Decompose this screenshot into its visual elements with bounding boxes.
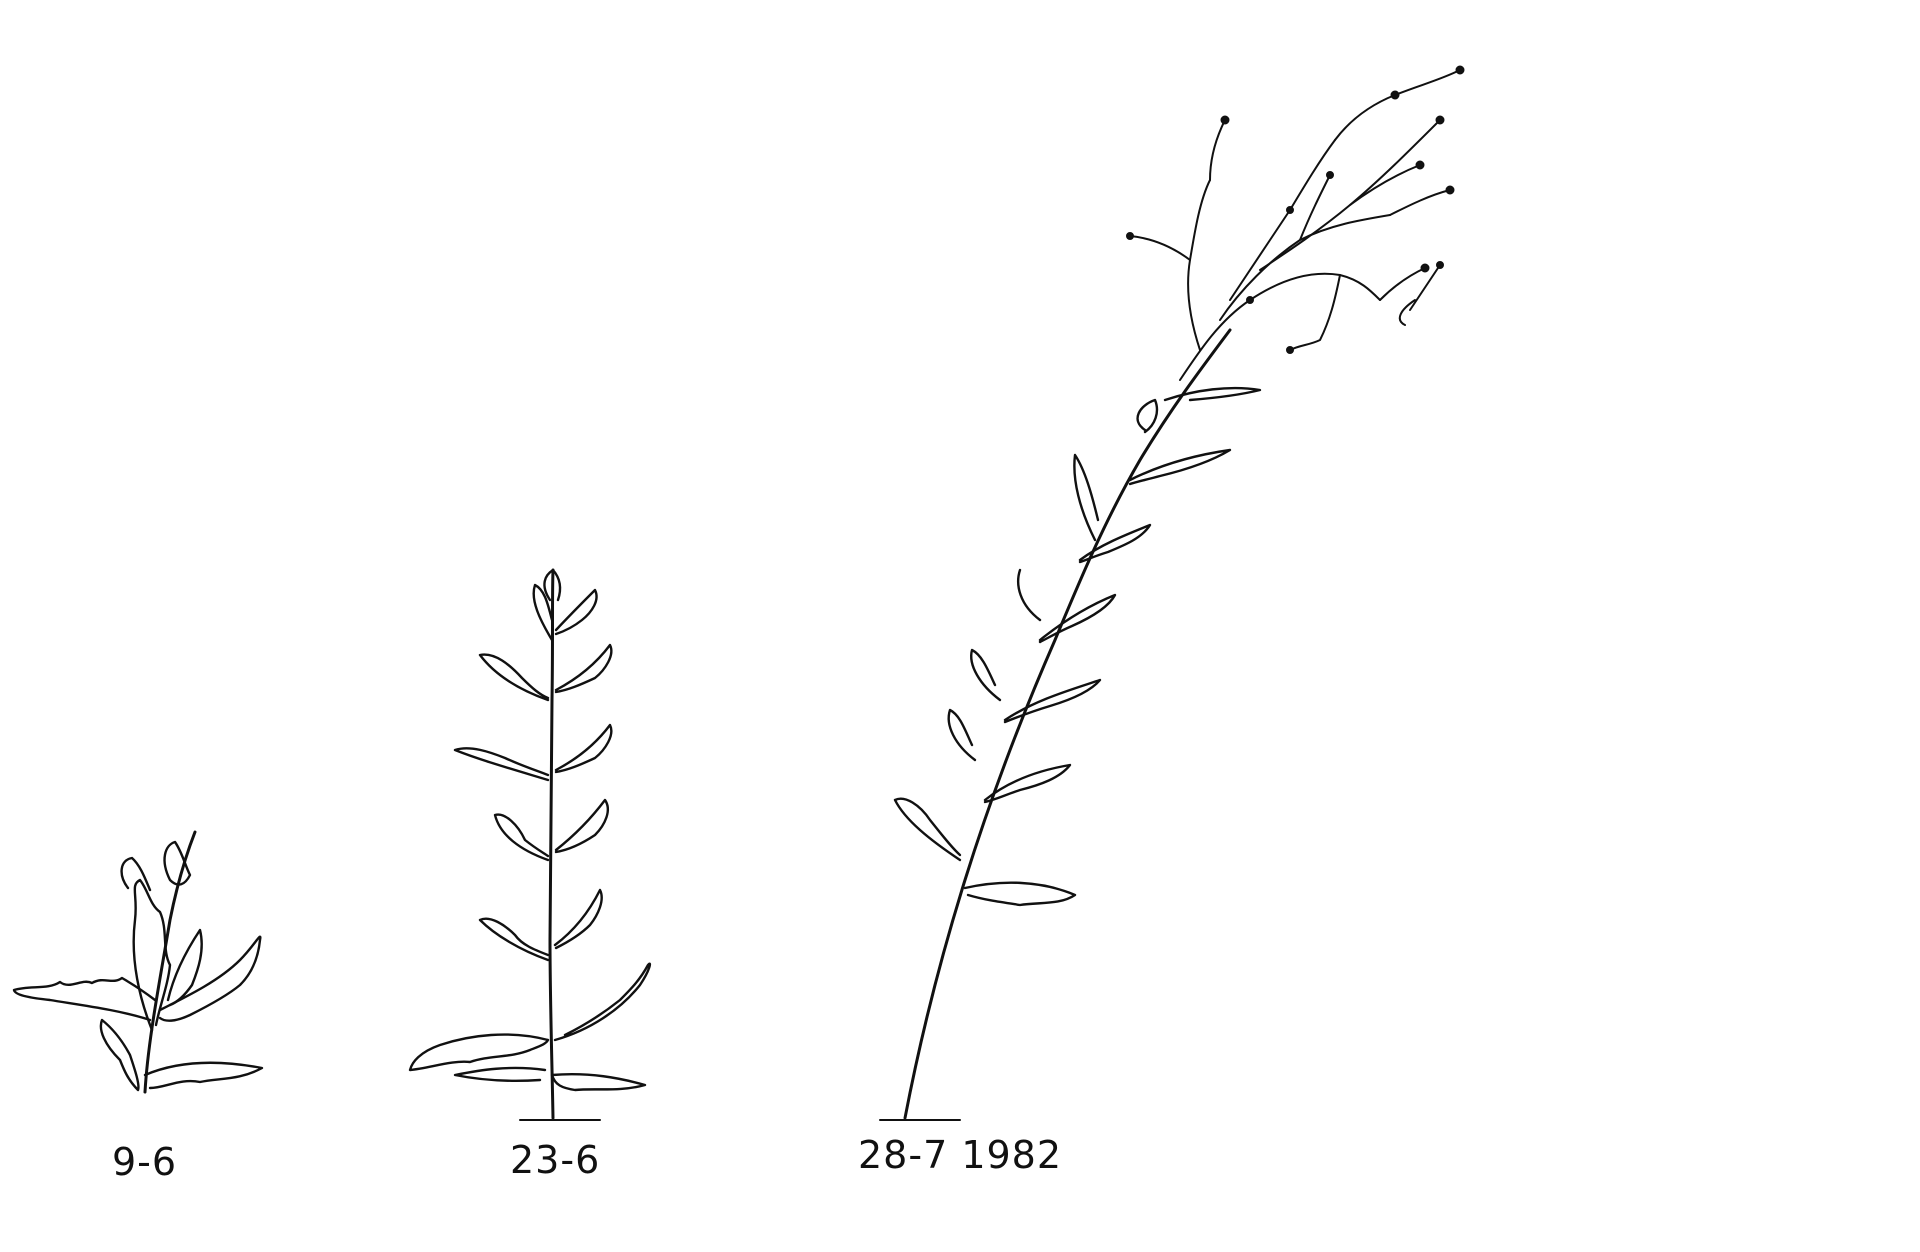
- stage-label-2: 23-6: [510, 1138, 601, 1182]
- stage-label-3: 28-7 1982: [858, 1133, 1063, 1177]
- plant-stage-1: [12, 830, 264, 1094]
- plant-stage-3: [879, 65, 1465, 1121]
- plant-stage-2: [408, 568, 652, 1121]
- stage-label-1: 9-6: [112, 1140, 178, 1184]
